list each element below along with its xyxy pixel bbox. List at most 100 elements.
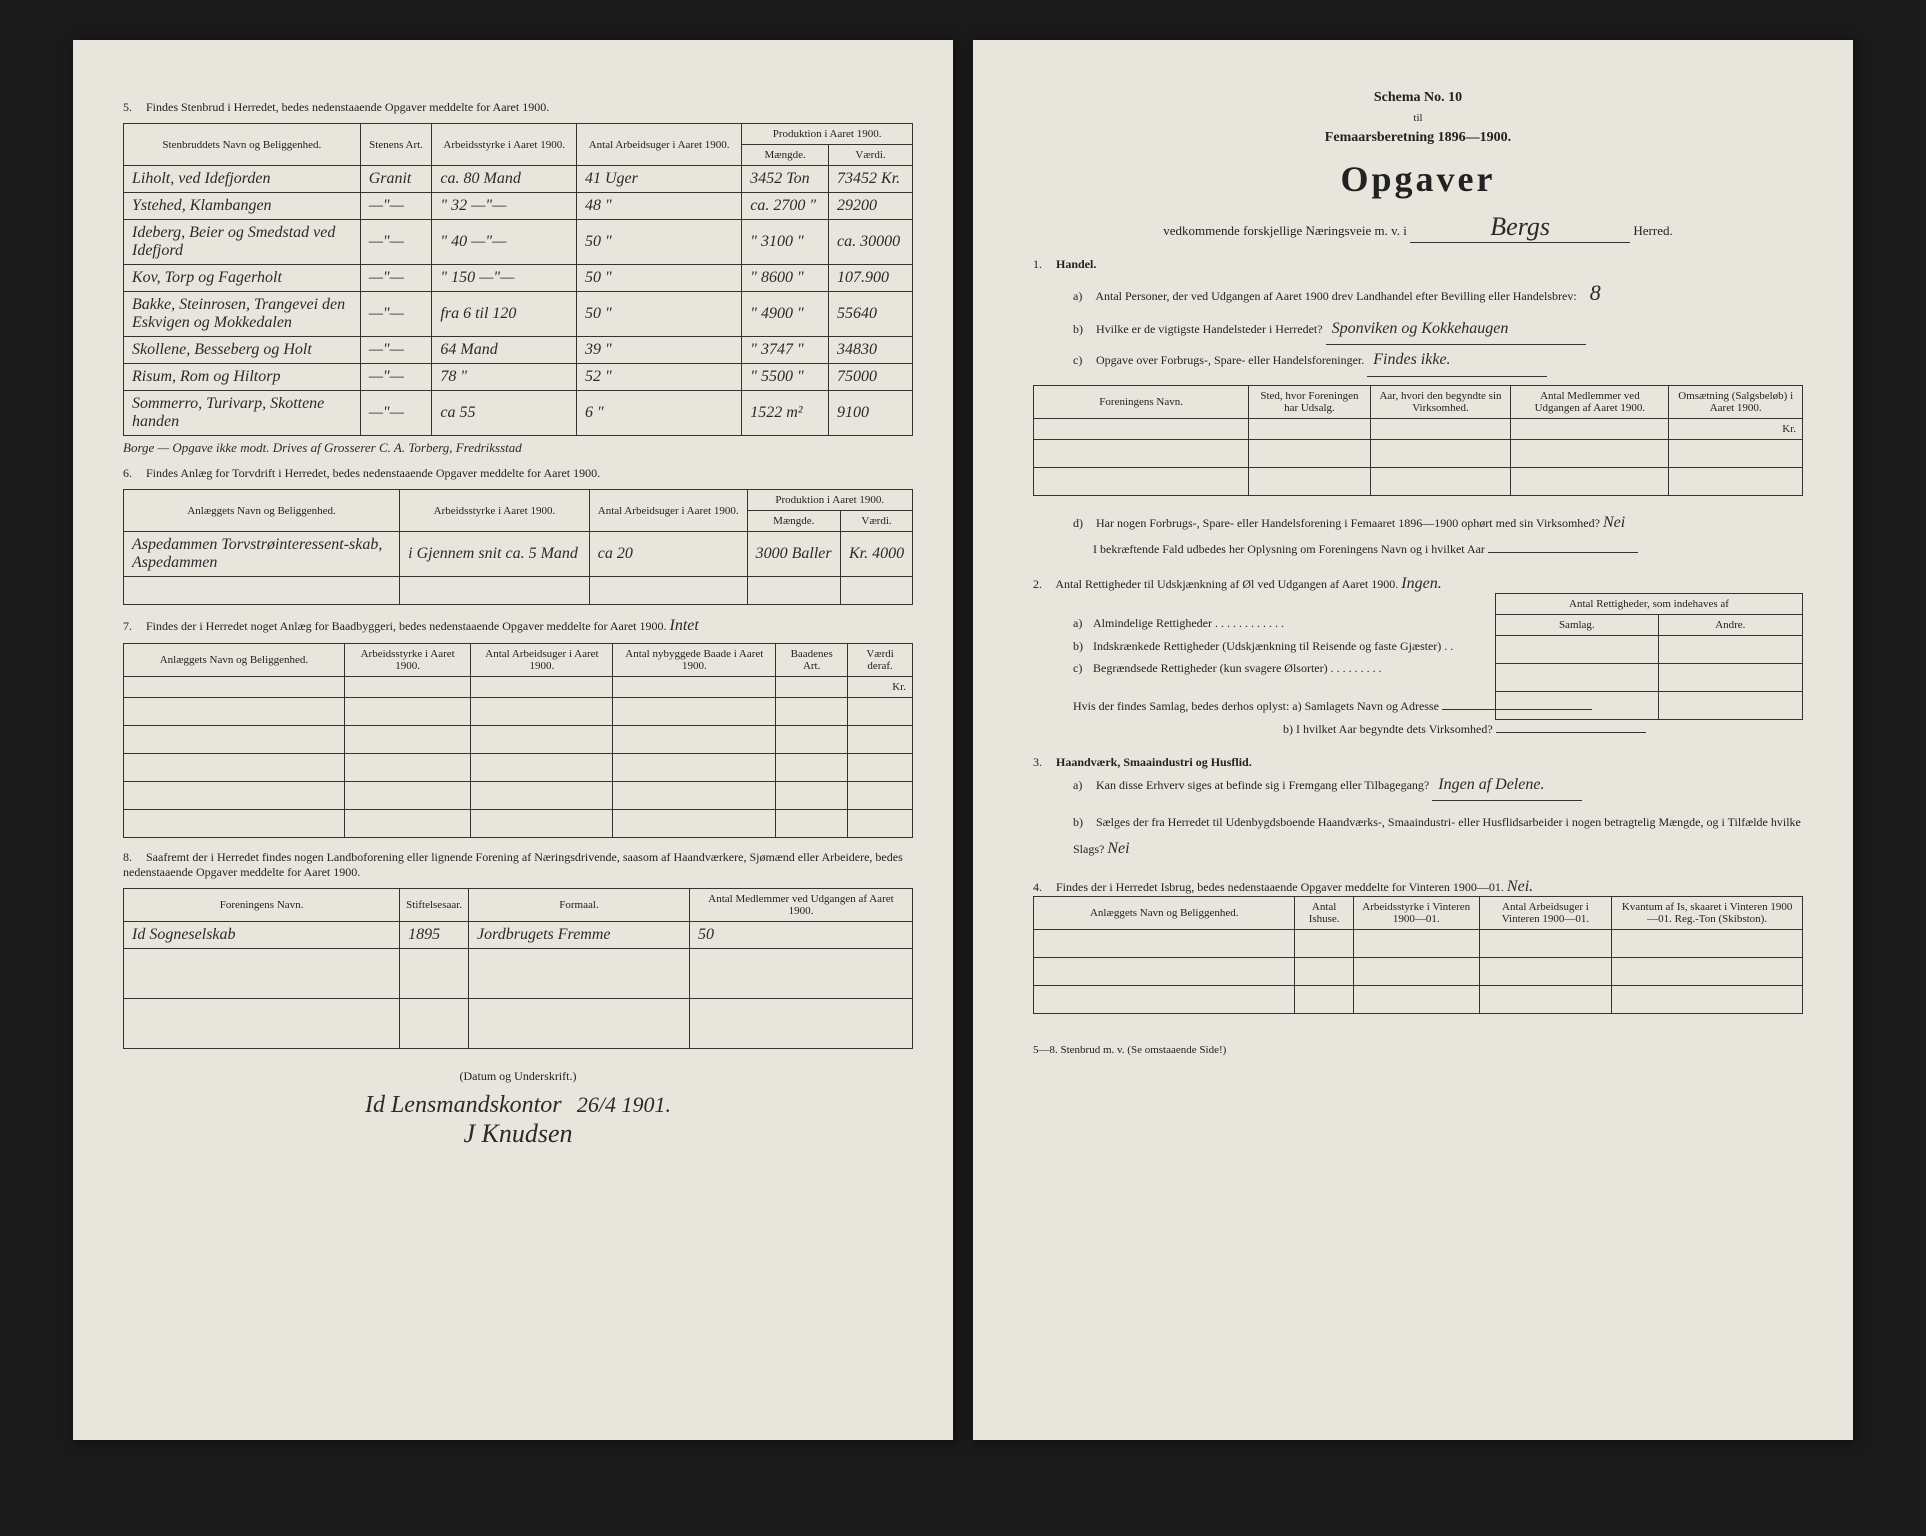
- table-cell: —"—: [360, 337, 432, 364]
- q7-intro: 7. Findes der i Herredet noget Anlæg for…: [123, 617, 913, 635]
- table-cell: Ystehed, Klambangen: [124, 193, 361, 220]
- q3-num: 3.: [1033, 755, 1053, 770]
- q7-answer: Intet: [670, 617, 699, 634]
- table-row: [1034, 986, 1803, 1014]
- q5-text: Findes Stenbrud i Herredet, bedes nedens…: [146, 100, 549, 114]
- table-row: [1496, 635, 1803, 663]
- district-name: Bergs: [1410, 212, 1630, 243]
- table-cell: Skollene, Besseberg og Holt: [124, 337, 361, 364]
- table-row: Kr.: [1034, 418, 1803, 439]
- q5-h5: Mængde.: [742, 145, 829, 166]
- q1-num: 1.: [1033, 257, 1053, 272]
- q4-h3: Arbeidsstyrke i Vinteren 1900—01.: [1353, 897, 1479, 930]
- q7-h6: Værdi deraf.: [848, 644, 913, 677]
- q8-num: 8.: [123, 850, 143, 865]
- table-cell: —"—: [360, 193, 432, 220]
- q4-intro: Findes der i Herredet Isbrug, bedes nede…: [1056, 880, 1504, 894]
- table-row: [1034, 439, 1803, 467]
- table-cell: 64 Mand: [432, 337, 577, 364]
- table-cell: " 150 —"—: [432, 265, 577, 292]
- table-cell: 41 Uger: [576, 166, 741, 193]
- table-row: Risum, Rom og Hiltorp—"—78 "52 "" 5500 "…: [124, 364, 913, 391]
- q6-intro: 6. Findes Anlæg for Torvdrift i Herredet…: [123, 466, 913, 481]
- q5-hgroup: Produktion i Aaret 1900.: [742, 124, 913, 145]
- table-row: Aspedammen Torvstrøinteressent-skab, Asp…: [124, 532, 913, 577]
- q1d-value: Nei: [1603, 514, 1625, 531]
- table-row: [1034, 467, 1803, 495]
- table-cell: Risum, Rom og Hiltorp: [124, 364, 361, 391]
- q3a-text: Kan disse Erhverv siges at befinde sig i…: [1096, 778, 1429, 792]
- table-row: [124, 698, 913, 726]
- table-cell: 78 ": [432, 364, 577, 391]
- q5-intro: 5. Findes Stenbrud i Herredet, bedes ned…: [123, 100, 913, 115]
- q1-h2: Sted, hvor Foreningen har Udsalg.: [1249, 385, 1370, 418]
- q3b-text: Sælges der fra Herredet til Udenbygdsboe…: [1073, 815, 1801, 856]
- q5-h6: Værdi.: [829, 145, 913, 166]
- table-cell: 50 ": [576, 220, 741, 265]
- blank-line: [1442, 709, 1592, 710]
- table-cell: —"—: [360, 391, 432, 436]
- table-cell: —"—: [360, 220, 432, 265]
- table-row: [124, 577, 913, 605]
- table-row: Ideberg, Beier og Smedstad ved Idefjord—…: [124, 220, 913, 265]
- q2b-text: Indskrænkede Rettigheder (Udskjænkning t…: [1093, 639, 1441, 653]
- table-cell: 73452 Kr.: [829, 166, 913, 193]
- table-cell: 39 ": [576, 337, 741, 364]
- q7-num: 7.: [123, 619, 143, 634]
- table-cell: Liholt, ved Idefjorden: [124, 166, 361, 193]
- q1a-value: 8: [1590, 280, 1601, 305]
- table-cell: 48 ": [576, 193, 741, 220]
- q4-head: 4. Findes der i Herredet Isbrug, bedes n…: [1033, 878, 1803, 896]
- blank-line: [1488, 552, 1638, 553]
- table-row: Ystehed, Klambangen—"—" 32 —"—48 "ca. 27…: [124, 193, 913, 220]
- q1d-text2: I bekræftende Fald udbedes her Oplysning…: [1093, 542, 1485, 556]
- q4-h2: Antal Ishuse.: [1295, 897, 1353, 930]
- table-cell: fra 6 til 120: [432, 292, 577, 337]
- table-cell: 9100: [829, 391, 913, 436]
- q2-hvis-a: Hvis der findes Samlag, bedes derhos opl…: [1073, 699, 1439, 713]
- schema-line2: til: [1033, 112, 1803, 124]
- table-row: [124, 782, 913, 810]
- table-cell: 107.900: [829, 265, 913, 292]
- table-cell: i Gjennem snit ca. 5 Mand: [400, 532, 590, 577]
- subtitle: vedkommende forskjellige Næringsveie m. …: [1033, 212, 1803, 243]
- q8-intro: 8. Saafremt der i Herredet findes nogen …: [123, 850, 913, 880]
- q2-hvis: Hvis der findes Samlag, bedes derhos opl…: [1073, 695, 1803, 741]
- table-cell: ca. 2700 ": [742, 193, 829, 220]
- table-row: [124, 949, 913, 999]
- q5-h1: Stenbruddets Navn og Beliggenhed.: [124, 124, 361, 166]
- table-cell: Aspedammen Torvstrøinteressent-skab, Asp…: [124, 532, 400, 577]
- left-page: 5. Findes Stenbrud i Herredet, bedes ned…: [73, 40, 953, 1440]
- table-cell: ca 20: [589, 532, 747, 577]
- q1-h3: Aar, hvori den begyndte sin Virksomhed.: [1370, 385, 1511, 418]
- table-cell: 75000: [829, 364, 913, 391]
- q1-h5: Omsætning (Salgsbeløb) i Aaret 1900.: [1669, 385, 1803, 418]
- q2-list: a)Almindelige Rettigheder . . . . . . . …: [1073, 612, 1497, 680]
- table-row: [124, 726, 913, 754]
- q2-head: 2. Antal Rettigheder til Udskjænkning af…: [1033, 575, 1803, 593]
- q3-list: a) Kan disse Erhverv siges at befinde si…: [1073, 770, 1803, 865]
- signature-name: J Knudsen: [463, 1119, 572, 1148]
- q8-h3: Formaal.: [469, 889, 690, 922]
- q5-footnote: Borge — Opgave ikke modt. Drives af Gros…: [123, 440, 913, 456]
- q1c-label: c): [1073, 349, 1093, 372]
- q5-h2: Stenens Art.: [360, 124, 432, 166]
- table-cell: 1522 m²: [742, 391, 829, 436]
- q3-head: 3. Haandværk, Smaaindustri og Husflid.: [1033, 755, 1803, 770]
- q4-value: Nei.: [1507, 878, 1533, 895]
- q2a-text: Almindelige Rettigheder: [1093, 616, 1212, 630]
- table-cell: —"—: [360, 364, 432, 391]
- q2-num: 2.: [1033, 577, 1053, 592]
- schema-line1: Schema No. 10: [1033, 90, 1803, 106]
- q1b-text: Hvilke er de vigtigste Handelsteder i He…: [1096, 322, 1323, 336]
- subtitle-post: Herred.: [1633, 223, 1672, 238]
- table-cell: 29200: [829, 193, 913, 220]
- subtitle-pre: vedkommende forskjellige Næringsveie m. …: [1163, 223, 1407, 238]
- q8-text: Saafremt der i Herredet findes nogen Lan…: [123, 850, 903, 879]
- table-cell: 34830: [829, 337, 913, 364]
- table-cell: 52 ": [576, 364, 741, 391]
- table-cell: Granit: [360, 166, 432, 193]
- table-cell: " 3100 ": [742, 220, 829, 265]
- table-cell: Kr. 4000: [841, 532, 913, 577]
- q2c-text: Begrændsede Rettigheder (kun svagere Øls…: [1093, 661, 1328, 675]
